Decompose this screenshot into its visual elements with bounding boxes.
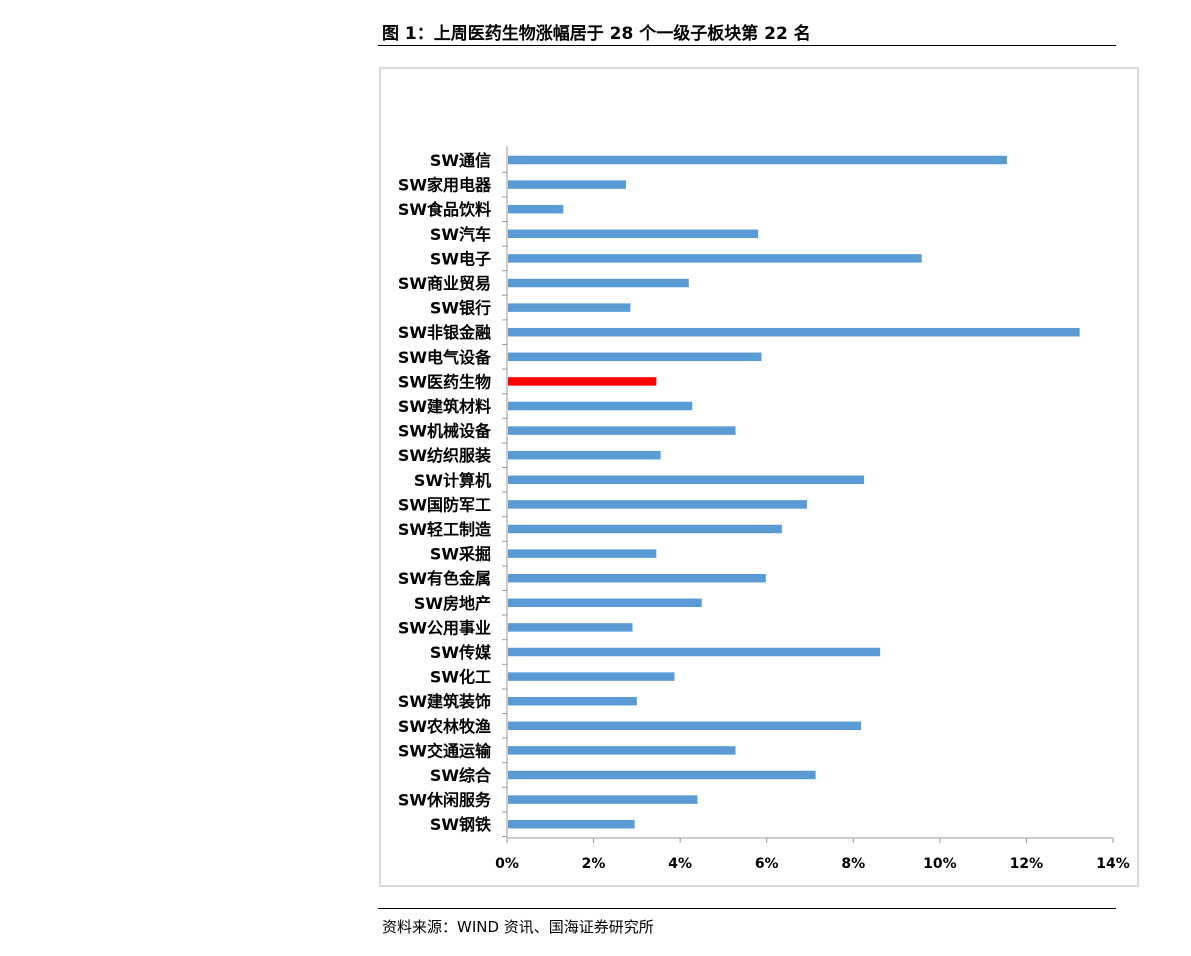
x-tick-label: 8% [841, 856, 865, 872]
category-label: SW计算机 [414, 471, 491, 490]
bar [508, 278, 689, 288]
title-rule [378, 45, 1116, 46]
source-rule [378, 908, 1116, 909]
category-label: SW电气设备 [398, 348, 492, 367]
category-label: SW电子 [430, 249, 491, 268]
source-note: 资料来源：WIND 资讯、国海证券研究所 [382, 918, 654, 936]
category-label: SW休闲服务 [398, 791, 492, 810]
bar [508, 721, 862, 731]
x-tick-label: 2% [582, 856, 606, 872]
x-tick-label: 6% [755, 856, 779, 872]
category-label: SW有色金属 [398, 569, 491, 588]
category-label: SW交通运输 [398, 741, 492, 760]
bar [508, 204, 564, 214]
bar [508, 672, 675, 681]
x-tick-label: 0% [495, 856, 519, 872]
figure-title: 图 1：上周医药生物涨幅居于 28 个一级子板块第 22 名 [382, 24, 811, 44]
bar [508, 524, 782, 534]
category-label: SW通信 [430, 151, 491, 170]
category-label: SW房地产 [414, 594, 491, 613]
category-label: SW家用电器 [398, 176, 492, 195]
x-tick-label: 12% [1010, 856, 1044, 872]
bar [508, 696, 637, 706]
bar [508, 623, 633, 632]
category-label: SW传媒 [430, 643, 492, 662]
x-tick-label: 14% [1096, 856, 1130, 872]
bar [508, 746, 736, 755]
bar [508, 500, 807, 509]
category-label: SW轻工制造 [398, 520, 492, 539]
bar [508, 573, 766, 583]
category-label: SW商业贸易 [398, 274, 491, 293]
bar [508, 598, 702, 608]
category-label: SW建筑装饰 [398, 692, 491, 711]
bar [508, 155, 1007, 165]
bar [508, 352, 762, 362]
category-label: SW公用事业 [398, 618, 491, 637]
category-label: SW食品饮料 [398, 200, 491, 219]
bar [508, 647, 881, 657]
category-label: SW纺织服装 [398, 446, 491, 465]
bar [508, 229, 759, 239]
bar [508, 254, 922, 263]
category-label: SW建筑材料 [398, 397, 491, 416]
category-label: SW非银金融 [398, 323, 491, 342]
category-label: SW化工 [430, 668, 491, 687]
bar [508, 549, 657, 558]
bar-highlight [508, 377, 657, 386]
category-label: SW采掘 [430, 545, 491, 564]
bar [508, 303, 631, 312]
bar [508, 327, 1080, 337]
category-label: SW国防军工 [398, 495, 491, 514]
bar [508, 426, 736, 435]
category-label: SW银行 [430, 299, 491, 318]
bar [508, 475, 865, 485]
category-label: SW汽车 [430, 225, 491, 244]
category-label: SW农林牧渔 [398, 717, 491, 736]
category-label: SW钢铁 [430, 815, 491, 834]
bar [508, 770, 816, 780]
x-tick-label: 4% [668, 856, 692, 872]
x-tick-label: 10% [923, 856, 957, 872]
bar [508, 450, 661, 460]
category-label: SW医药生物 [398, 372, 491, 391]
bar [508, 401, 693, 411]
bar [508, 180, 627, 189]
category-label: SW综合 [430, 766, 492, 785]
bar [508, 795, 698, 804]
category-label: SW机械设备 [398, 422, 492, 441]
bar [508, 819, 635, 829]
